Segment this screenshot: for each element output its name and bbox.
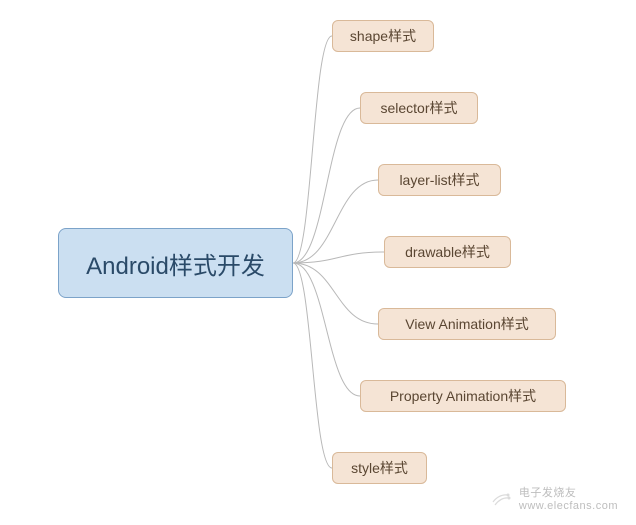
watermark-url: www.elecfans.com (519, 500, 618, 513)
watermark: 电子发烧友 www.elecfans.com (489, 487, 618, 513)
watermark-icon (489, 488, 513, 512)
edge-0 (293, 36, 332, 263)
watermark-brand: 电子发烧友 (519, 487, 618, 500)
child-node-0: shape样式 (332, 20, 434, 52)
edge-6 (293, 263, 332, 468)
edge-3 (293, 252, 384, 263)
edge-1 (293, 108, 360, 263)
edge-2 (293, 180, 378, 263)
child-node-4: View Animation样式 (378, 308, 556, 340)
child-node-1: selector样式 (360, 92, 478, 124)
child-node-6: style样式 (332, 452, 427, 484)
edge-4 (293, 263, 378, 324)
edge-5 (293, 263, 360, 396)
child-node-2: layer-list样式 (378, 164, 501, 196)
child-node-3: drawable样式 (384, 236, 511, 268)
child-node-5: Property Animation样式 (360, 380, 566, 412)
root-node: Android样式开发 (58, 228, 293, 298)
